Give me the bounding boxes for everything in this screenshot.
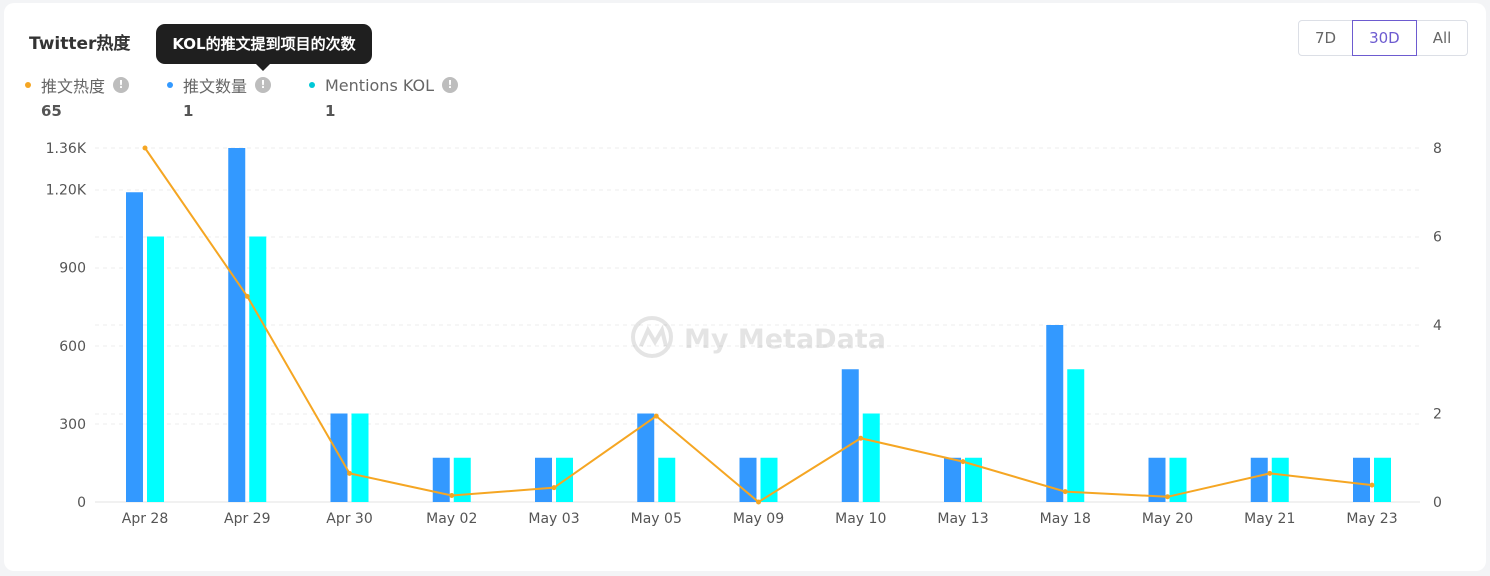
y-right-tick-label: 0: [1433, 495, 1442, 511]
bar-mentions-kol: [1271, 457, 1289, 502]
bar-mentions-kol: [351, 413, 369, 502]
bar-tweet-count: [535, 457, 552, 502]
bar-mentions-kol: [1169, 457, 1187, 502]
x-tick-label: May 03: [528, 511, 579, 527]
range-30d-button[interactable]: 30D: [1352, 20, 1417, 56]
legend-value: 1: [325, 102, 336, 120]
legend-item-mentions-kol[interactable]: Mentions KOL ! 1: [309, 74, 458, 124]
legend-dot: [25, 82, 31, 88]
bar-tweet-count: [841, 369, 859, 502]
bar-tweet-count: [1046, 325, 1064, 502]
x-tick-label: Apr 30: [326, 511, 372, 527]
legend-label: 推文热度: [41, 77, 106, 96]
time-range-selector: 7D 30D All: [1298, 20, 1469, 56]
bar-tweet-count: [1353, 457, 1370, 502]
tooltip: KOL的推文提到项目的次数: [156, 24, 372, 71]
x-tick-label: May 09: [733, 511, 784, 527]
info-icon[interactable]: !: [113, 77, 130, 93]
watermark-text: My MetaData: [684, 324, 886, 355]
bar-tweet-count: [739, 457, 757, 502]
watermark-logo-icon: [631, 316, 673, 358]
legend-dot: [167, 82, 173, 88]
x-tick-label: May 02: [426, 511, 477, 527]
x-tick-label: May 05: [631, 511, 682, 527]
bar-tweet-count: [228, 148, 246, 502]
bar-tweet-count: [1250, 457, 1268, 502]
x-tick-label: May 18: [1040, 511, 1091, 527]
y-right-tick-label: 4: [1433, 318, 1442, 334]
bar-tweet-count: [944, 457, 961, 502]
y-left-tick-label: 1.20K: [46, 183, 87, 199]
x-tick-label: May 21: [1244, 511, 1295, 527]
line-point: [347, 470, 352, 476]
legend-label: Mentions KOL: [325, 75, 434, 95]
bar-mentions-kol: [965, 457, 982, 502]
legend-value: 65: [41, 102, 62, 120]
line-point: [551, 485, 557, 491]
line-point: [244, 293, 250, 299]
legend-item-heat[interactable]: 推文热度 ! 65: [25, 74, 130, 124]
y-left-tick-label: 1.36K: [46, 141, 87, 157]
bar-mentions-kol: [1067, 369, 1085, 502]
legend-label: 推文数量: [183, 77, 248, 96]
info-icon[interactable]: !: [441, 77, 458, 93]
bar-mentions-kol: [453, 457, 471, 502]
x-tick-label: Apr 29: [224, 511, 270, 527]
chart-title: Twitter热度: [29, 34, 131, 54]
info-icon[interactable]: !: [255, 77, 272, 93]
bar-mentions-kol: [249, 236, 267, 502]
watermark-mountain-icon: [639, 324, 668, 347]
bar-mentions-kol: [1374, 457, 1391, 502]
bar-tweet-count: [330, 413, 348, 502]
line-point: [1062, 489, 1068, 495]
line-point: [1267, 470, 1273, 476]
line-point: [142, 145, 148, 151]
x-tick-label: May 23: [1346, 511, 1397, 527]
line-point: [858, 435, 864, 441]
bar-tweet-count: [637, 413, 655, 502]
bar-mentions-kol: [760, 457, 778, 502]
line-point: [449, 492, 455, 498]
bar-tweet-count: [1148, 457, 1166, 502]
y-right-tick-label: 6: [1433, 230, 1442, 246]
x-tick-label: May 20: [1142, 511, 1193, 527]
bar-tweet-count: [432, 457, 450, 502]
bar-mentions-kol: [147, 236, 164, 502]
line-point: [1369, 482, 1375, 488]
x-tick-label: Apr 28: [122, 511, 168, 527]
y-left-tick-label: 300: [59, 417, 86, 433]
range-all-button[interactable]: All: [1415, 20, 1469, 56]
line-point: [756, 499, 761, 505]
watermark: My MetaData: [631, 316, 886, 358]
x-tick-label: May 10: [835, 511, 886, 527]
line-point: [1165, 494, 1170, 500]
line-point: [960, 459, 966, 465]
legend-item-tweet-count[interactable]: 推文数量 ! 1: [167, 74, 272, 124]
y-left-tick-label: 900: [59, 261, 86, 277]
bar-mentions-kol: [658, 457, 676, 502]
y-left-tick-label: 600: [59, 339, 86, 355]
x-tick-label: May 13: [937, 511, 988, 527]
y-left-tick-label: 0: [77, 495, 86, 511]
bar-tweet-count: [126, 192, 143, 502]
legend-value: 1: [183, 102, 194, 120]
line-point: [653, 413, 659, 419]
legend-dot: [309, 82, 315, 88]
y-right-tick-label: 8: [1433, 141, 1442, 157]
y-right-tick-label: 2: [1433, 407, 1442, 423]
bar-mentions-kol: [862, 413, 880, 502]
range-7d-button[interactable]: 7D: [1298, 20, 1354, 56]
